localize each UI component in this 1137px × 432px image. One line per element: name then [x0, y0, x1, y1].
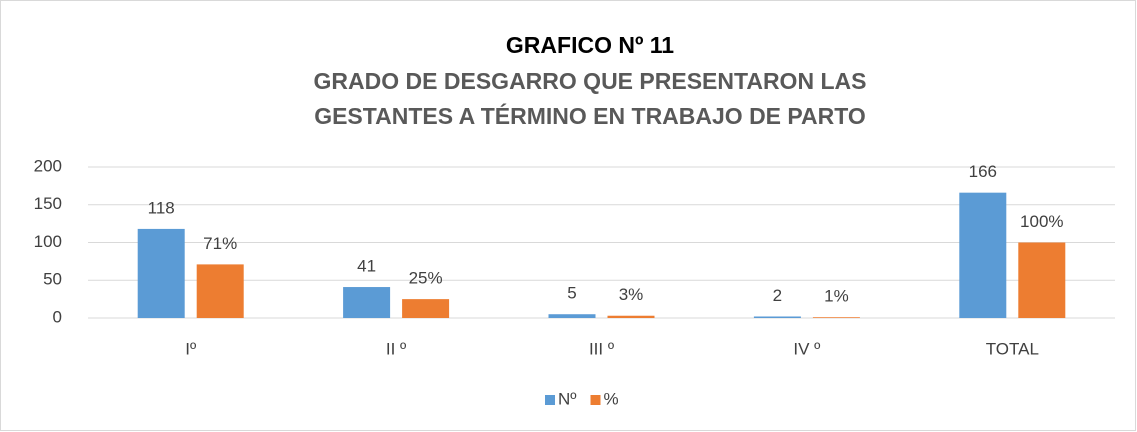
legend-label: % [604, 389, 619, 408]
data-label: 118 [148, 198, 175, 217]
x-tick-label: TOTAL [986, 339, 1039, 358]
data-label: 5 [567, 284, 576, 303]
data-label: 41 [357, 257, 376, 276]
data-label: 25% [409, 269, 443, 288]
bar [137, 228, 185, 318]
y-tick-label: 150 [34, 194, 62, 213]
data-label: 166 [969, 162, 997, 181]
bar [402, 299, 450, 318]
bar [812, 317, 860, 318]
data-label: 1% [824, 287, 849, 306]
bar [1018, 242, 1066, 318]
y-tick-label: 50 [43, 270, 62, 289]
x-tick-label: Iº [185, 339, 196, 358]
x-tick-label: II º [386, 339, 406, 358]
data-label: 71% [203, 234, 237, 253]
data-label: 3% [619, 285, 644, 304]
chart-title: GRAFICO Nº 11 [506, 32, 674, 58]
y-tick-label: 0 [53, 307, 62, 326]
x-tick-label: III º [589, 339, 614, 358]
bar [196, 264, 244, 318]
x-tick-label: IV º [793, 339, 820, 358]
data-label: 100% [1020, 212, 1063, 231]
bar [343, 287, 391, 318]
legend-swatch [545, 395, 555, 405]
data-label: 2 [773, 286, 782, 305]
bar [959, 192, 1007, 318]
bar [607, 315, 655, 318]
chart-subtitle: GESTANTES A TÉRMINO EN TRABAJO DE PARTO [314, 102, 866, 129]
legend-swatch [590, 395, 601, 405]
legend-label: Nº [558, 389, 577, 408]
bar [753, 316, 801, 318]
y-tick-label: 100 [34, 232, 62, 251]
chart-subtitle: GRADO DE DESGARRO QUE PRESENTARON LAS [314, 68, 867, 94]
y-tick-label: 200 [34, 156, 62, 175]
bar [548, 314, 596, 318]
